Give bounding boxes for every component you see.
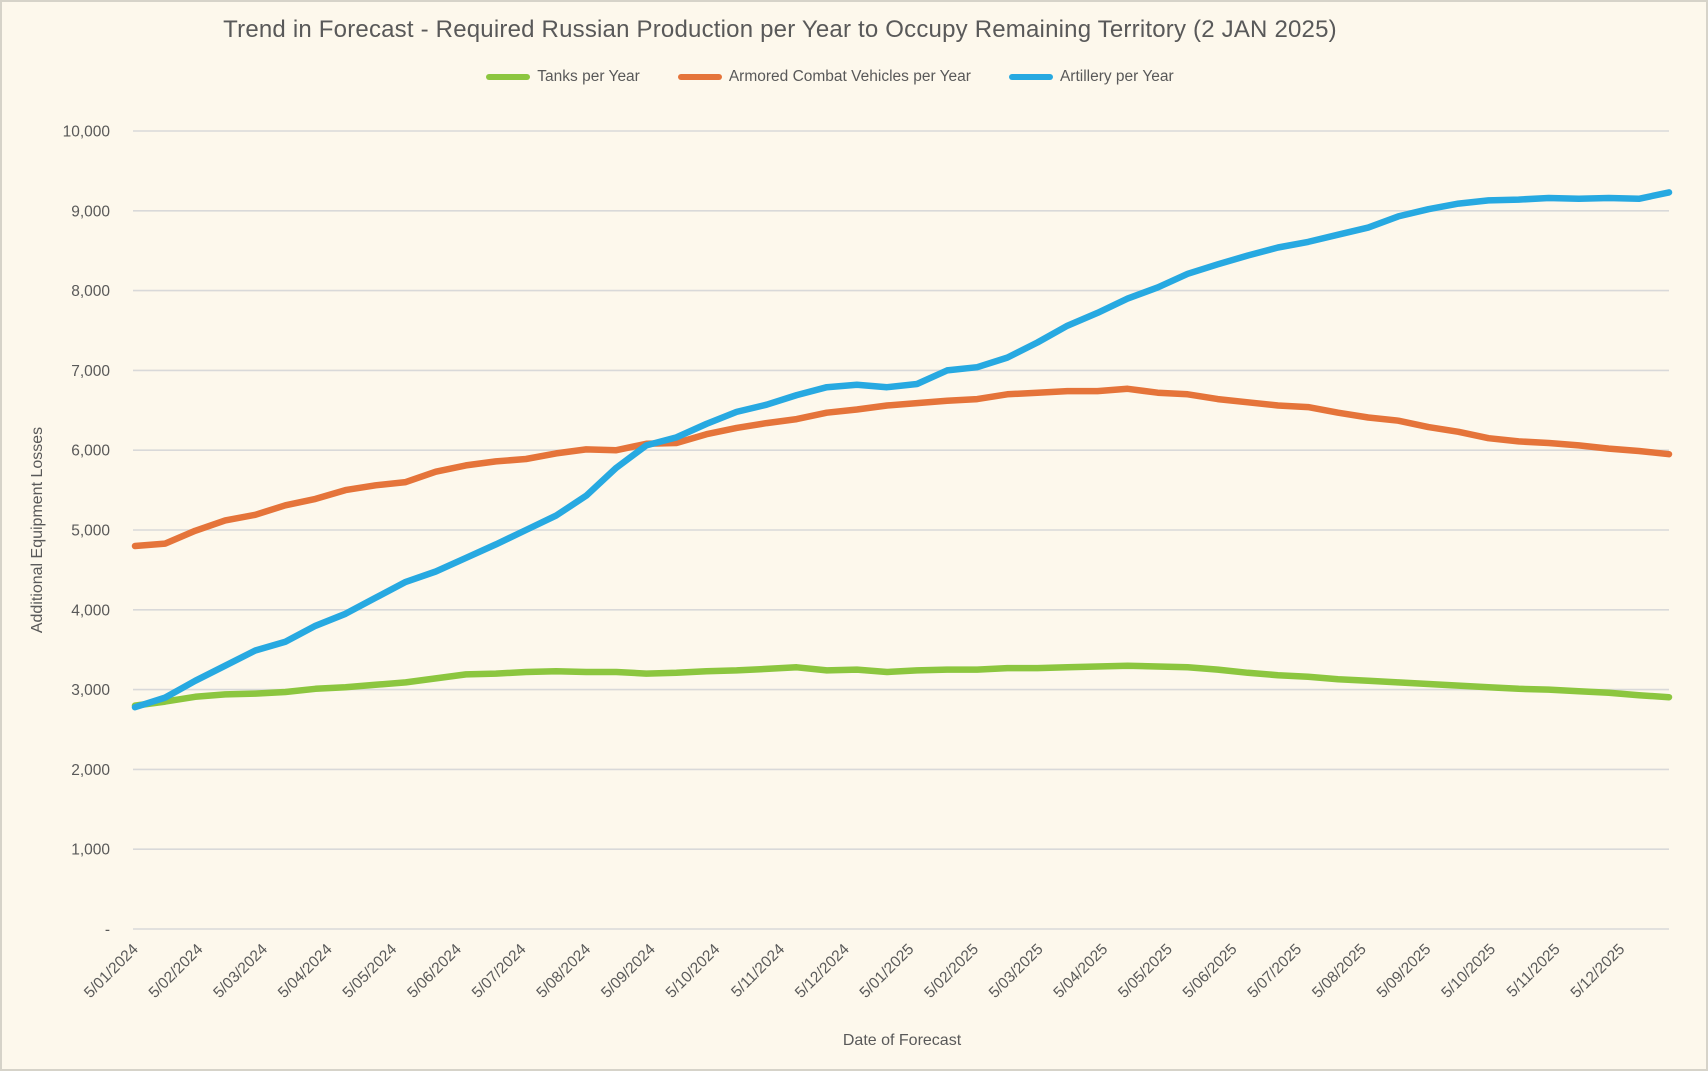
- x-axis-tick-label: 5/04/2025: [1050, 941, 1111, 1002]
- x-axis-tick-label: 5/09/2024: [598, 941, 659, 1002]
- x-axis-tick-label: 5/11/2025: [1504, 941, 1564, 1001]
- x-axis-tick-label: 5/01/2024: [81, 941, 142, 1002]
- y-axis-tick-label: 2,000: [71, 762, 110, 779]
- y-axis-title: Additional Equipment Losses: [29, 426, 46, 634]
- chart-legend: Tanks per Year Armored Combat Vehicles pe…: [0, 68, 1660, 86]
- y-axis-tick-label: -: [105, 922, 110, 939]
- legend-swatch: [1008, 74, 1053, 80]
- legend-swatch: [677, 74, 722, 80]
- x-axis-tick-label: 5/09/2025: [1374, 941, 1435, 1002]
- y-axis-tick-label: 1,000: [71, 842, 110, 859]
- series-line-armored-combat-vehicles-per-year: [131, 385, 1673, 550]
- legend-item-artillery-per-year: Artillery per Year: [1008, 68, 1174, 86]
- x-axis-tick-label: 5/05/2024: [340, 941, 401, 1002]
- x-axis-tick-label: 5/06/2025: [1180, 941, 1241, 1002]
- x-axis-tick-label: 5/12/2025: [1568, 941, 1629, 1002]
- series-line-tanks-per-year: [131, 662, 1673, 709]
- x-axis-tick-label: 5/05/2025: [1115, 941, 1176, 1002]
- legend-label: Tanks per Year: [537, 68, 640, 85]
- y-axis-tick-label: 7,000: [71, 363, 110, 380]
- x-axis-tick-label: 5/06/2024: [404, 941, 465, 1002]
- legend-item-armored-combat-vehicles-per-year: Armored Combat Vehicles per Year: [677, 68, 971, 86]
- y-axis-tick-label: 9,000: [71, 203, 110, 220]
- chart-title: Trend in Forecast - Required Russian Pro…: [223, 16, 1337, 43]
- x-axis-tick-label: 5/11/2024: [728, 941, 788, 1001]
- x-axis-tick-label: 5/10/2024: [663, 941, 724, 1002]
- x-axis-tick-label: 5/02/2024: [146, 941, 207, 1002]
- x-axis-tick-label: 5/10/2025: [1438, 941, 1499, 1002]
- legend-swatch: [486, 74, 531, 80]
- y-axis-tick-label: 10,000: [63, 124, 111, 141]
- x-axis-tick-label: 5/08/2025: [1309, 941, 1370, 1002]
- x-axis-tick-label: 5/03/2025: [986, 941, 1047, 1002]
- x-axis-title: Date of Forecast: [842, 1032, 962, 1049]
- series-line-artillery-per-year: [131, 189, 1673, 711]
- x-axis-tick-label: 5/01/2025: [857, 941, 918, 1002]
- y-axis-tick-label: 4,000: [71, 602, 110, 619]
- x-axis-tick-label: 5/07/2024: [469, 941, 530, 1002]
- x-axis-tick-label: 5/07/2025: [1244, 941, 1305, 1002]
- y-axis-tick-label: 6,000: [71, 443, 110, 460]
- legend-item-tanks-per-year: Tanks per Year: [486, 68, 640, 86]
- x-axis-tick-label: 5/12/2024: [792, 941, 853, 1002]
- x-axis-tick-label: 5/08/2024: [533, 941, 594, 1002]
- x-axis-tick-label: 5/02/2025: [921, 941, 982, 1002]
- legend-label: Armored Combat Vehicles per Year: [728, 68, 971, 85]
- y-axis-tick-label: 8,000: [71, 283, 110, 300]
- x-axis-tick-label: 5/04/2024: [275, 941, 336, 1002]
- y-axis-tick-label: 5,000: [71, 523, 110, 540]
- y-axis-tick-label: 3,000: [71, 682, 110, 699]
- x-axis-tick-label: 5/03/2024: [210, 941, 271, 1002]
- legend-label: Artillery per Year: [1059, 68, 1174, 85]
